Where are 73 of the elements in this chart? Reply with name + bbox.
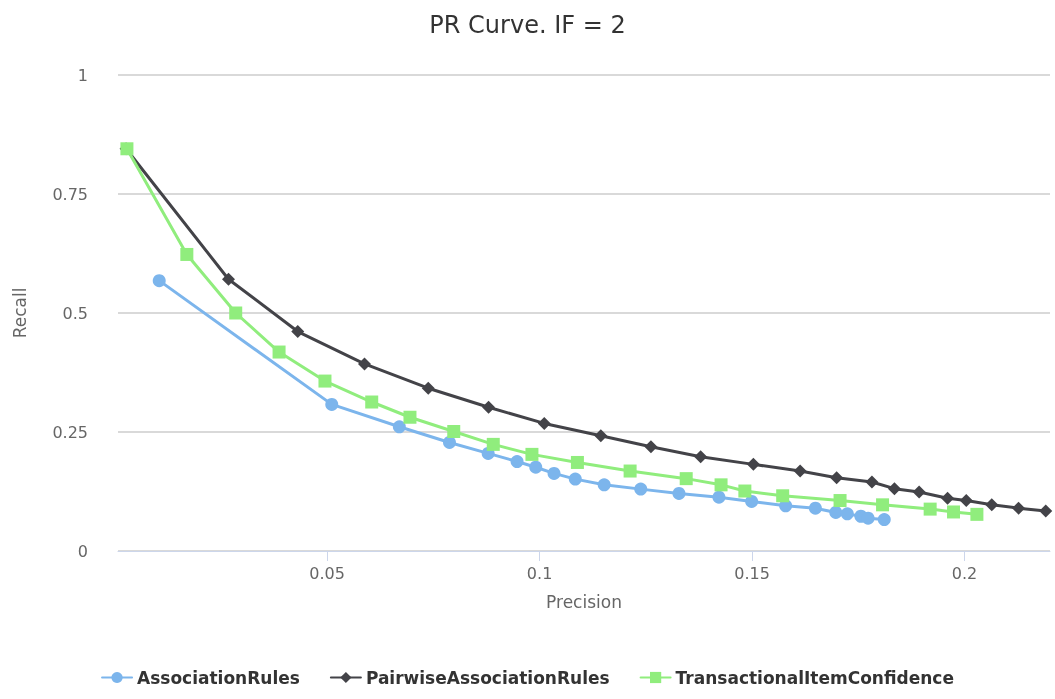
y-tick-label: 0 — [77, 541, 88, 561]
point — [537, 416, 551, 430]
point — [694, 450, 708, 464]
y-axis-title: Recall — [9, 287, 30, 339]
y-tick-label: 0.25 — [52, 422, 88, 442]
x-tick-label: 0.15 — [734, 563, 770, 583]
point — [923, 502, 937, 516]
point — [623, 464, 637, 478]
point — [840, 507, 854, 521]
point — [634, 482, 648, 496]
point — [746, 457, 760, 471]
point — [392, 420, 406, 434]
point — [738, 484, 752, 498]
point — [403, 410, 417, 424]
point — [568, 472, 582, 486]
chart-title: PR Curve. IF = 2 — [429, 11, 626, 39]
point — [229, 306, 243, 320]
point — [887, 482, 901, 496]
legend-label: PairwiseAssociationRules — [365, 667, 610, 688]
x-tick-label: 0.1 — [526, 563, 553, 583]
point — [482, 400, 496, 414]
point — [745, 495, 759, 508]
point — [776, 489, 790, 503]
point — [876, 498, 890, 512]
point — [525, 447, 539, 461]
point — [529, 460, 543, 474]
point — [970, 507, 984, 521]
point — [443, 435, 456, 449]
point — [447, 425, 461, 439]
x-tick-label: 0.2 — [951, 563, 978, 583]
point — [830, 471, 844, 485]
point — [793, 464, 807, 478]
point — [672, 486, 686, 500]
point — [597, 478, 611, 492]
point — [1012, 501, 1026, 515]
point — [291, 325, 305, 339]
y-tick-label: 1 — [77, 65, 88, 85]
point — [1039, 504, 1053, 518]
point — [877, 513, 891, 527]
point — [941, 491, 955, 505]
point — [959, 494, 973, 508]
x-axis-title: Precision — [546, 591, 622, 612]
x-tick-label: 0.05 — [309, 563, 345, 583]
legend-label: AssociationRules — [137, 667, 300, 688]
y-tick-label: 0.75 — [52, 184, 88, 204]
point — [421, 381, 435, 395]
point — [833, 494, 847, 508]
legend-label: TransactionalItemConfidence — [675, 667, 954, 688]
point — [318, 374, 332, 388]
point — [714, 478, 728, 492]
point — [808, 501, 822, 515]
point — [829, 505, 843, 519]
point — [547, 466, 561, 480]
point — [365, 395, 379, 409]
point — [325, 397, 339, 411]
point — [357, 357, 371, 371]
point — [644, 440, 658, 454]
point — [486, 437, 500, 451]
y-tick-label: 0.5 — [62, 303, 88, 323]
point — [861, 511, 875, 525]
point — [679, 472, 693, 486]
point — [947, 505, 961, 519]
point — [594, 429, 608, 443]
point — [510, 455, 524, 469]
point — [985, 498, 999, 512]
point — [570, 455, 584, 469]
point — [152, 274, 166, 288]
point — [712, 490, 726, 504]
point — [912, 485, 926, 499]
point — [222, 272, 235, 286]
point — [180, 247, 194, 261]
point — [865, 475, 879, 489]
point — [272, 345, 286, 359]
